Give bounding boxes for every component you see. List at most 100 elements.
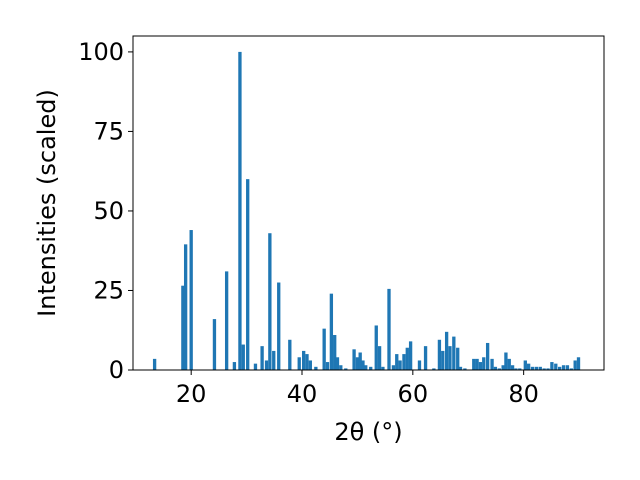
bar (507, 358, 511, 370)
bar (501, 365, 505, 370)
bar (272, 350, 276, 370)
bar (497, 368, 501, 370)
bar (377, 346, 382, 370)
bar (387, 288, 391, 370)
bar (456, 347, 460, 370)
bar (358, 352, 362, 370)
bar (361, 360, 365, 370)
bar-series (152, 51, 581, 371)
bar (297, 357, 301, 370)
x-axis: 20 40 60 80 (176, 370, 539, 408)
bar (510, 365, 515, 370)
bar (152, 358, 157, 370)
bar (333, 335, 337, 370)
bar (408, 341, 413, 370)
bar (437, 339, 442, 370)
bar (232, 362, 237, 370)
bar (561, 365, 566, 370)
bar (369, 366, 373, 370)
y-axis: 0 25 50 75 100 (78, 38, 133, 384)
bar (329, 293, 334, 370)
bar (264, 360, 269, 370)
bar (355, 357, 360, 370)
y-tick-label: 50 (93, 197, 124, 225)
bar (352, 349, 356, 370)
x-tick-label: 40 (287, 380, 318, 408)
bar (534, 366, 539, 370)
y-tick-label: 75 (93, 117, 124, 145)
bar (530, 366, 535, 370)
bar (558, 366, 562, 370)
bar (478, 362, 483, 370)
x-axis-label: 2θ (°) (334, 418, 402, 446)
y-tick-label: 100 (78, 38, 124, 66)
bar (523, 360, 527, 370)
bar (538, 366, 542, 370)
bar (448, 346, 452, 370)
bar (542, 368, 546, 370)
plot-frame (132, 35, 605, 371)
bar (458, 366, 463, 370)
bar (576, 357, 581, 370)
bar (302, 350, 306, 370)
bar (444, 331, 449, 370)
bar (569, 368, 573, 370)
y-tick-label: 0 (109, 356, 124, 384)
bar (381, 366, 385, 370)
bar (402, 354, 406, 370)
bar (391, 365, 396, 370)
bar (308, 360, 312, 370)
bar (212, 319, 217, 370)
bar (339, 365, 343, 370)
bar (181, 285, 185, 370)
bar (514, 368, 518, 370)
bar (482, 357, 486, 370)
bar (485, 342, 490, 370)
bar (504, 352, 508, 370)
bar (260, 346, 264, 370)
y-axis-label: Intensities (scaled) (33, 89, 61, 317)
bar (224, 271, 229, 370)
bar (314, 366, 318, 370)
bar (565, 365, 570, 370)
bar (405, 347, 409, 370)
bar (253, 363, 258, 370)
bar (472, 358, 476, 370)
bar (189, 230, 193, 370)
bar (518, 368, 522, 370)
bar (398, 360, 402, 370)
bar (322, 328, 326, 370)
bar (277, 282, 281, 370)
bar (395, 354, 399, 370)
bar (325, 362, 330, 370)
bar (550, 362, 554, 370)
bar (554, 363, 558, 370)
bar (432, 368, 436, 370)
y-tick-label: 25 (93, 276, 124, 304)
bar (526, 363, 531, 370)
bar (490, 358, 494, 370)
bar (183, 244, 188, 370)
x-tick-label: 60 (398, 380, 429, 408)
bar (441, 350, 445, 370)
bar (335, 357, 340, 370)
bar (241, 344, 245, 370)
bar (238, 51, 242, 371)
bar (417, 360, 422, 370)
bar (546, 368, 550, 370)
bar (423, 346, 428, 370)
bar (463, 368, 467, 370)
bar (246, 179, 250, 370)
bar (452, 336, 456, 370)
bar (364, 365, 368, 370)
bar (374, 325, 378, 370)
bar (344, 368, 348, 370)
bar (493, 366, 498, 370)
bar (475, 358, 479, 370)
bar (268, 233, 272, 370)
bar (305, 354, 309, 370)
bar (573, 360, 577, 370)
x-tick-label: 80 (508, 380, 539, 408)
x-tick-label: 20 (176, 380, 207, 408)
